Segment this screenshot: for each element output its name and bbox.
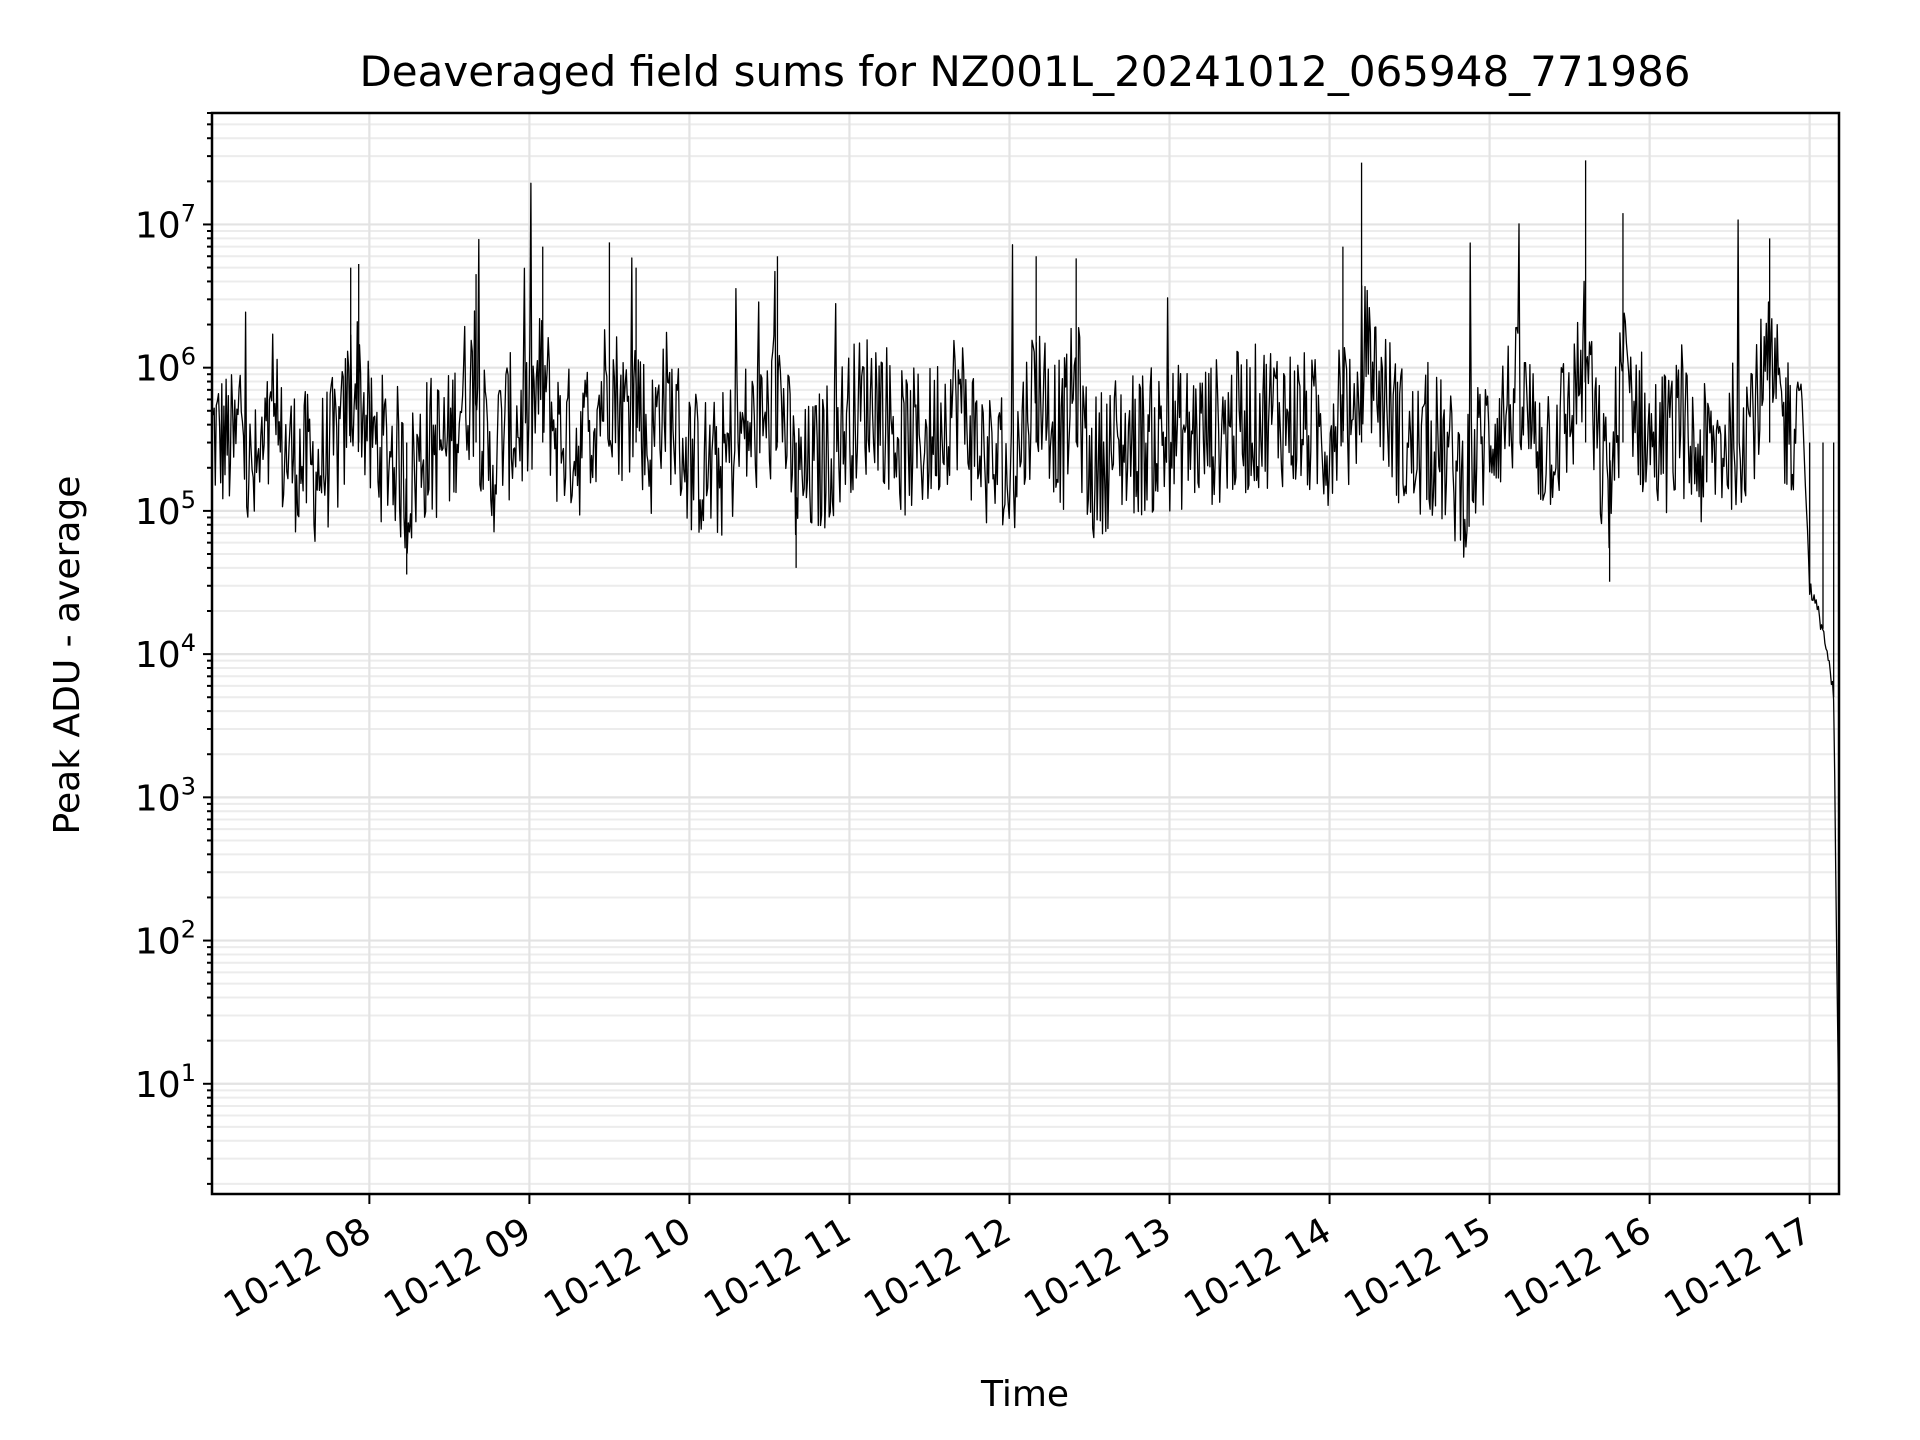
x-tick-label: 10-12 14 <box>1177 1210 1338 1326</box>
y-tick-label: 103 <box>135 772 196 819</box>
grid <box>212 112 1839 1194</box>
series-group <box>211 160 1840 1144</box>
y-tick-label: 107 <box>135 199 196 246</box>
x-tick-label: 10-12 12 <box>857 1210 1018 1326</box>
x-tick-label: 10-12 15 <box>1337 1210 1498 1326</box>
y-tick-label: 101 <box>135 1059 196 1106</box>
x-tick-label: 10-12 08 <box>217 1210 378 1326</box>
y-axis-label: Peak ADU - average <box>47 476 88 835</box>
chart-title: Deaveraged field sums for NZ001L_2024101… <box>359 47 1690 96</box>
x-tick-label: 10-12 10 <box>537 1210 698 1326</box>
y-tick-label: 105 <box>135 486 196 533</box>
y-tick-label: 102 <box>135 916 196 963</box>
x-tick-label: 10-12 16 <box>1497 1210 1658 1326</box>
x-axis-label: Time <box>980 1374 1069 1415</box>
plot-frame <box>210 111 1841 1196</box>
x-tick-label: 10-12 13 <box>1017 1210 1178 1326</box>
y-tick-label: 106 <box>135 343 196 390</box>
x-tick-label: 10-12 09 <box>377 1210 538 1326</box>
y-tick-label: 104 <box>135 629 196 676</box>
x-tick-label: 10-12 17 <box>1657 1210 1818 1326</box>
x-tick-label: 10-12 11 <box>697 1210 858 1326</box>
series-line <box>211 182 1840 1144</box>
